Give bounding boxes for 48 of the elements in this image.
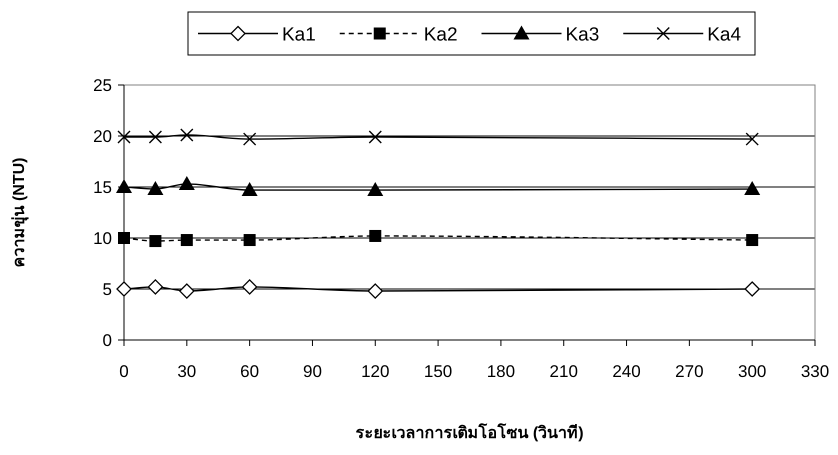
point bbox=[116, 179, 132, 193]
point bbox=[180, 234, 193, 246]
x-tick-label: 120 bbox=[361, 362, 390, 381]
x-tick-label: 330 bbox=[800, 362, 830, 381]
point bbox=[179, 283, 194, 299]
legend-label: Ka2 bbox=[424, 24, 458, 46]
point bbox=[744, 281, 760, 297]
y-tick-label: 15 bbox=[93, 178, 112, 197]
x-tick-label: 240 bbox=[612, 362, 641, 381]
point bbox=[367, 182, 384, 196]
y-tick-label: 0 bbox=[102, 331, 112, 350]
point bbox=[744, 181, 760, 196]
legend-label: Ka3 bbox=[566, 24, 600, 46]
point bbox=[178, 176, 195, 190]
point bbox=[148, 279, 164, 295]
point bbox=[149, 235, 162, 248]
point bbox=[118, 232, 130, 244]
x-tick-label: 60 bbox=[240, 362, 260, 381]
x-tick-label: 270 bbox=[675, 362, 704, 381]
point bbox=[148, 130, 162, 144]
legend-label: Ka1 bbox=[282, 24, 316, 46]
legend-label: Ka4 bbox=[707, 24, 742, 46]
point bbox=[180, 128, 194, 142]
y-tick-label: 20 bbox=[93, 127, 112, 146]
x-tick-label: 150 bbox=[424, 362, 452, 381]
point bbox=[368, 130, 382, 144]
x-tick-label: 90 bbox=[302, 362, 322, 381]
x-tick-label: 210 bbox=[550, 362, 578, 381]
y-tick-label: 10 bbox=[93, 229, 112, 248]
point bbox=[117, 130, 131, 144]
point bbox=[745, 132, 759, 146]
y-tick-label: 25 bbox=[93, 76, 112, 95]
y-tick-label: 5 bbox=[102, 280, 112, 299]
y-axis-title: ความขุ่น (NTU) bbox=[11, 158, 29, 268]
point bbox=[242, 182, 258, 196]
point bbox=[116, 281, 132, 297]
point bbox=[242, 279, 258, 295]
point bbox=[746, 234, 758, 246]
x-tick-label: 30 bbox=[177, 362, 196, 381]
x-axis-title: ระยะเวลาการเติมโอโซน (วินาที) bbox=[355, 422, 584, 442]
x-tick-label: 300 bbox=[738, 362, 766, 381]
point bbox=[369, 230, 382, 242]
point bbox=[244, 234, 256, 246]
x-tick-label: 0 bbox=[119, 362, 129, 381]
point bbox=[242, 132, 256, 146]
point bbox=[147, 181, 164, 196]
point bbox=[368, 283, 383, 299]
x-tick-label: 180 bbox=[486, 362, 516, 381]
